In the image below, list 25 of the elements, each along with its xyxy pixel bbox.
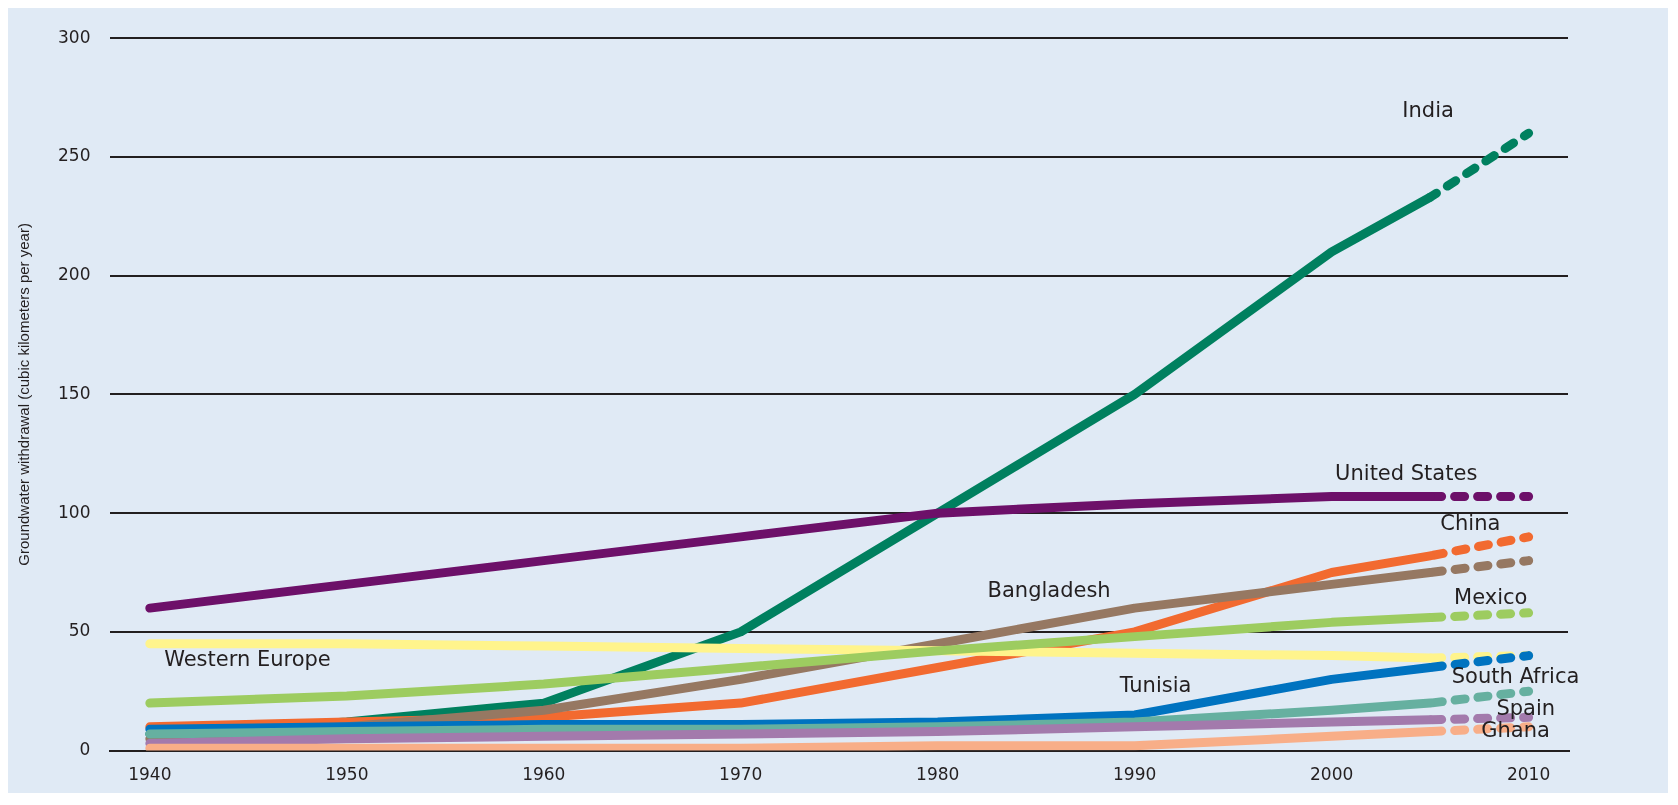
y-tick-label: 0 <box>79 739 91 760</box>
x-tick-label: 1950 <box>325 764 369 785</box>
x-tick-label: 1960 <box>522 764 566 785</box>
y-tick-label: 200 <box>57 264 91 285</box>
y-tick-label: 300 <box>57 26 91 47</box>
y-tick-label: 250 <box>57 145 91 166</box>
x-tick-label: 2000 <box>1310 764 1354 785</box>
x-tick-label: 1990 <box>1113 764 1157 785</box>
x-tick-label: 2010 <box>1506 764 1551 785</box>
annotation: Western Europe <box>164 646 331 671</box>
y-tick-label: 150 <box>57 382 91 403</box>
annotation: Mexico <box>1454 585 1528 610</box>
annotation: South Africa <box>1451 663 1580 688</box>
annotation: Spain <box>1496 696 1556 721</box>
y-tick-label: 50 <box>68 620 91 641</box>
annotation: China <box>1440 511 1501 536</box>
y-axis-title: Groundwater withdrawal (cubic kilometers per year) <box>15 223 33 566</box>
x-tick-label: 1940 <box>128 764 172 785</box>
x-tick-label: 1970 <box>719 764 763 785</box>
x-tick-label: 1980 <box>916 764 960 785</box>
annotation: India <box>1402 98 1454 123</box>
annotation: United States <box>1335 460 1478 485</box>
annotation: Bangladesh <box>987 578 1111 603</box>
y-tick-label: 100 <box>57 501 91 522</box>
annotation: Tunisia <box>1118 672 1192 697</box>
